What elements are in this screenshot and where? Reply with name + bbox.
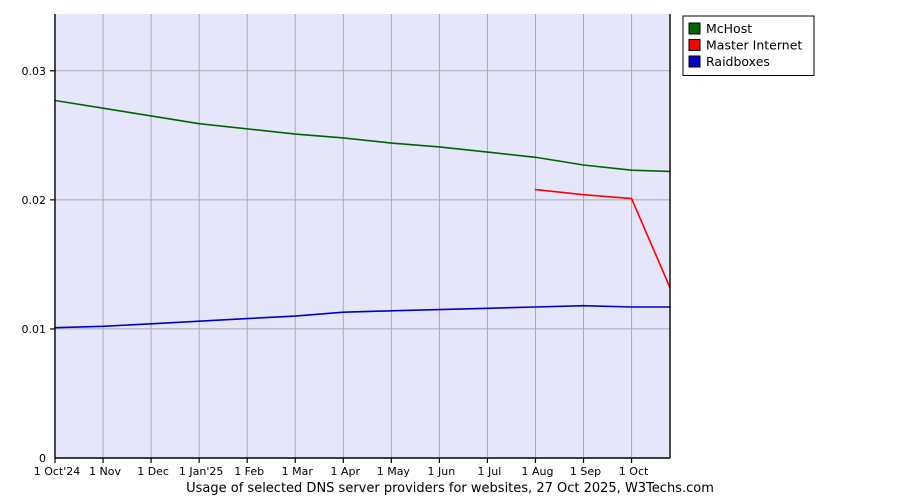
legend-swatch-mchost [688,22,701,35]
legend-swatch-raidboxes [688,55,701,68]
legend-box [682,15,815,76]
y-axis-tick-label: 0.02 [22,194,47,207]
y-axis-tick-label: 0 [39,452,46,465]
x-axis-tick-label: 1 Nov [89,465,121,478]
x-axis-tick-label: 1 May [377,465,411,478]
x-axis-tick-label: 1 Dec [137,465,169,478]
legend-label-raidboxes: Raidboxes [706,54,770,69]
y-axis-tick-labels: 0 0.01 0.02 0.03 [22,65,55,465]
x-axis-tick-label: 1 Jan'25 [179,465,223,478]
chart-title: Usage of selected DNS server providers f… [186,481,714,496]
legend-label-mchost: McHost [706,21,752,36]
y-axis-tick-label: 0.01 [22,323,47,336]
y-axis-tick-label: 0.03 [22,65,47,78]
x-axis-tick-label: 1 Sep [570,465,601,478]
x-axis-tick-label: 1 Feb [234,465,264,478]
plot-area-background [55,14,670,458]
x-axis-tick-label: 1 Apr [331,465,361,478]
x-axis-tick-label: 1 Aug [521,465,553,478]
series-line-raidboxes [54,304,671,329]
x-axis-tick-label: 1 Oct [619,465,649,478]
series-line-master-internet [534,188,671,289]
x-axis-tick-label: 1 Jul [478,465,502,478]
data-series-layer [54,99,671,329]
x-axis-tick-labels: 1 Oct'24 1 Nov 1 Dec 1 Jan'25 1 Feb 1 Mar 1 Ap… [34,458,649,478]
grid-lines [55,14,670,458]
x-axis-tick-label: 1 Oct'24 [34,465,81,478]
axis-lines [54,14,671,459]
series-line-mchost [54,99,671,173]
legend-swatch-master-internet [688,39,701,51]
x-axis-tick-label: 1 Mar [282,465,314,478]
legend-label-master-internet: Master Internet [706,38,802,53]
x-axis-tick-label: 1 Jun [428,465,456,478]
